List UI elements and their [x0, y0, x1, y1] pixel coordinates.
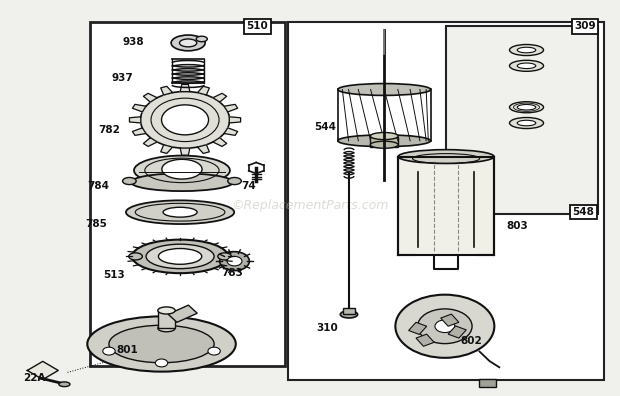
Ellipse shape	[517, 47, 536, 53]
Text: 803: 803	[507, 221, 528, 230]
Ellipse shape	[510, 102, 544, 113]
Text: 785: 785	[86, 219, 107, 228]
Circle shape	[141, 91, 229, 148]
Ellipse shape	[218, 253, 231, 260]
Ellipse shape	[158, 307, 175, 314]
Polygon shape	[143, 93, 157, 102]
Ellipse shape	[510, 60, 544, 71]
Polygon shape	[198, 86, 210, 95]
Bar	[158, 310, 175, 328]
Bar	[343, 308, 355, 314]
Text: ©ReplacementParts.com: ©ReplacementParts.com	[231, 200, 389, 212]
Ellipse shape	[340, 311, 358, 318]
Text: 938: 938	[123, 37, 144, 47]
Text: 544: 544	[314, 122, 337, 132]
Text: 784: 784	[87, 181, 110, 191]
Ellipse shape	[132, 240, 228, 273]
Ellipse shape	[159, 249, 202, 264]
Ellipse shape	[228, 177, 241, 185]
Polygon shape	[198, 145, 210, 153]
Circle shape	[219, 252, 249, 270]
Ellipse shape	[158, 325, 175, 332]
Polygon shape	[161, 86, 172, 95]
Bar	[446, 27, 598, 214]
Text: 802: 802	[460, 336, 482, 346]
Text: 548: 548	[572, 207, 595, 217]
Polygon shape	[161, 145, 172, 153]
Bar	[409, 322, 427, 335]
Polygon shape	[213, 93, 227, 102]
Polygon shape	[27, 362, 58, 379]
Polygon shape	[133, 128, 146, 135]
Circle shape	[208, 347, 220, 355]
Circle shape	[435, 320, 454, 333]
Circle shape	[156, 359, 168, 367]
Ellipse shape	[517, 105, 536, 110]
Ellipse shape	[370, 133, 398, 140]
Ellipse shape	[171, 35, 205, 51]
Circle shape	[418, 309, 472, 344]
Text: 801: 801	[117, 345, 138, 355]
Polygon shape	[213, 138, 227, 147]
Text: 782: 782	[98, 125, 120, 135]
Polygon shape	[224, 105, 237, 112]
Ellipse shape	[162, 159, 202, 179]
Circle shape	[103, 347, 115, 355]
Ellipse shape	[179, 39, 197, 47]
Bar	[441, 314, 459, 326]
Bar	[168, 305, 197, 322]
Bar	[416, 334, 434, 346]
Ellipse shape	[338, 84, 431, 95]
Ellipse shape	[196, 36, 207, 42]
Text: 310: 310	[316, 323, 338, 333]
Polygon shape	[180, 148, 190, 155]
Polygon shape	[143, 138, 157, 147]
Ellipse shape	[370, 141, 398, 148]
Ellipse shape	[109, 325, 214, 363]
Ellipse shape	[398, 150, 494, 164]
Text: 513: 513	[103, 270, 125, 280]
Polygon shape	[133, 105, 146, 112]
Polygon shape	[180, 84, 190, 91]
Bar	[288, 23, 604, 379]
Ellipse shape	[510, 118, 544, 129]
Ellipse shape	[146, 244, 214, 268]
Text: 510: 510	[247, 21, 268, 31]
Ellipse shape	[338, 135, 431, 147]
Ellipse shape	[123, 177, 136, 185]
Text: 22A: 22A	[24, 373, 46, 383]
Ellipse shape	[163, 207, 197, 217]
Ellipse shape	[517, 63, 536, 69]
Ellipse shape	[134, 156, 230, 185]
Ellipse shape	[517, 120, 536, 126]
Ellipse shape	[131, 173, 233, 191]
Bar	[370, 137, 398, 147]
Ellipse shape	[87, 316, 236, 371]
Text: 937: 937	[111, 72, 133, 83]
Circle shape	[162, 105, 208, 135]
Bar	[91, 23, 285, 366]
Ellipse shape	[59, 382, 70, 386]
Text: 783: 783	[222, 268, 244, 278]
Circle shape	[227, 256, 242, 266]
Text: 309: 309	[575, 21, 596, 31]
Ellipse shape	[126, 200, 234, 224]
Polygon shape	[130, 117, 141, 123]
Bar	[448, 326, 466, 338]
Polygon shape	[229, 117, 241, 123]
Polygon shape	[224, 128, 237, 135]
Circle shape	[396, 295, 494, 358]
Bar	[479, 379, 496, 387]
Text: 74: 74	[241, 181, 255, 191]
Ellipse shape	[129, 253, 143, 260]
Bar	[398, 156, 494, 255]
Ellipse shape	[510, 44, 544, 55]
